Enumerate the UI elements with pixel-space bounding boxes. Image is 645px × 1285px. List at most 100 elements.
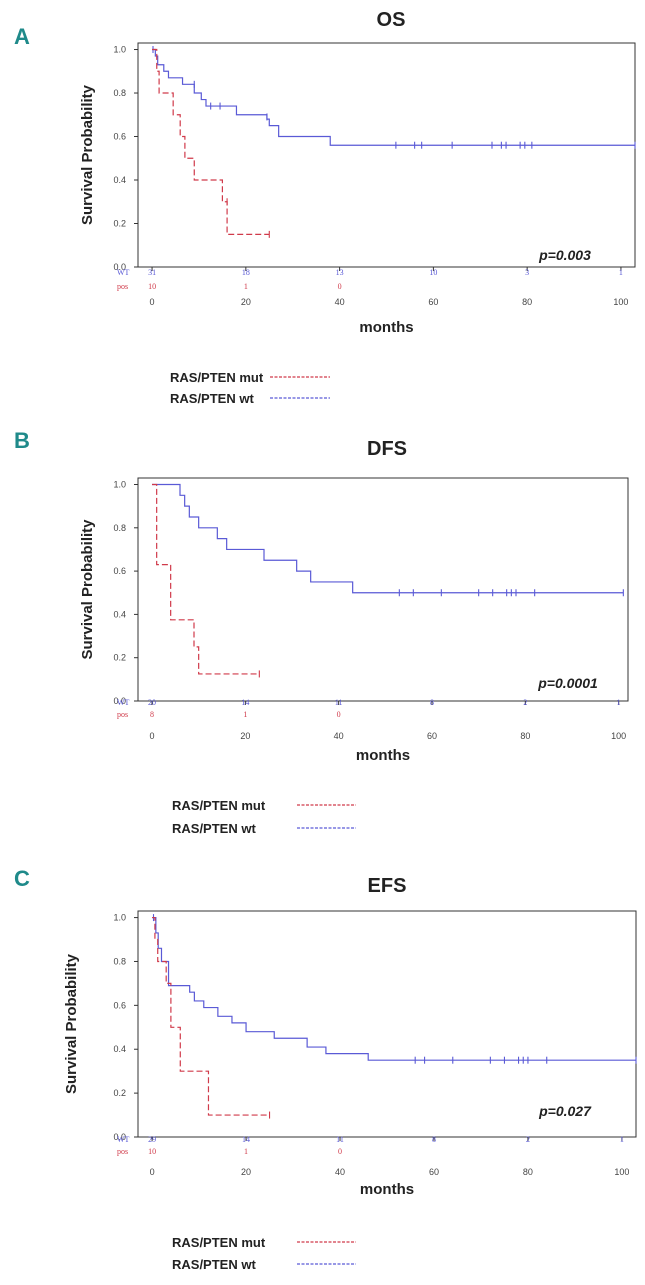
risk-count-wt: 14 — [242, 1135, 250, 1144]
risk-count-wt: 2 — [526, 1135, 530, 1144]
risk-count-wt: 8 — [430, 698, 434, 707]
km-curve-mut — [152, 483, 260, 675]
x-tick-label: 0 — [149, 731, 154, 741]
y-axis-label: Survival Probability — [79, 519, 96, 660]
y-tick-label: 1.0 — [113, 913, 126, 923]
y-tick-label: 0.8 — [113, 523, 126, 533]
p-value: p=0.0001 — [537, 675, 598, 691]
y-tick-label: 0.2 — [113, 653, 126, 663]
km-curve-wt — [152, 483, 624, 594]
y-axis-label: Survival Probability — [63, 953, 80, 1094]
y-tick-label: 0.8 — [113, 956, 126, 966]
x-tick-label: 60 — [427, 731, 437, 741]
y-tick-label: 1.0 — [113, 479, 126, 489]
risk-count-mut: 10 — [148, 282, 156, 291]
x-tick-label: 20 — [241, 297, 251, 307]
risk-row-label-mut: pos — [117, 1147, 128, 1156]
risk-count-wt: 20 — [148, 698, 156, 707]
km-curve-wt — [152, 48, 635, 146]
risk-count-mut: 0 — [338, 282, 342, 291]
plot-frame — [137, 910, 637, 1138]
risk-count-wt: 14 — [241, 698, 249, 707]
risk-count-wt: 18 — [242, 268, 250, 277]
risk-count-mut: 10 — [148, 1147, 156, 1156]
y-axis-label: Survival Probability — [79, 84, 96, 225]
risk-count-wt: 1 — [619, 268, 623, 277]
risk-count-wt: 8 — [432, 1135, 436, 1144]
x-axis-label: months — [360, 1181, 414, 1198]
x-tick-label: 80 — [522, 297, 532, 307]
y-tick-label: 0.0 — [113, 262, 126, 272]
legend-label-wt: RAS/PTEN wt — [170, 391, 254, 406]
x-tick-label: 80 — [520, 731, 530, 741]
risk-count-wt: 31 — [148, 268, 156, 277]
x-axis-label: months — [356, 747, 410, 764]
legend-label-mut: RAS/PTEN mut — [172, 1235, 266, 1250]
risk-row-label-wt: WT — [117, 698, 130, 707]
x-tick-label: 20 — [240, 731, 250, 741]
risk-count-wt: 11 — [336, 1135, 344, 1144]
panel-letter: B — [14, 428, 30, 453]
chart-title: DFS — [367, 438, 407, 460]
x-tick-label: 60 — [429, 1167, 439, 1177]
legend-label-wt: RAS/PTEN wt — [172, 821, 256, 836]
risk-count-wt: 3 — [525, 268, 529, 277]
x-tick-label: 60 — [428, 297, 438, 307]
panel-letter: C — [14, 866, 30, 891]
y-tick-label: 0.2 — [113, 219, 126, 229]
y-tick-label: 0.0 — [113, 1132, 126, 1142]
risk-row-label-wt: WT — [117, 1135, 130, 1144]
x-tick-label: 40 — [334, 731, 344, 741]
risk-count-wt: 2 — [523, 698, 527, 707]
x-tick-label: 40 — [335, 1167, 345, 1177]
p-value: p=0.003 — [538, 247, 591, 263]
risk-count-wt: 11 — [335, 698, 343, 707]
y-tick-label: 0.6 — [113, 1000, 126, 1010]
y-tick-label: 0.4 — [113, 1044, 126, 1054]
x-tick-label: 100 — [611, 731, 626, 741]
risk-count-wt: 10 — [429, 268, 437, 277]
y-tick-label: 0.6 — [113, 566, 126, 576]
risk-count-mut: 0 — [338, 1147, 342, 1156]
y-tick-label: 0.2 — [113, 1088, 126, 1098]
x-tick-label: 100 — [614, 1167, 629, 1177]
x-tick-label: 40 — [335, 297, 345, 307]
x-tick-label: 0 — [150, 1167, 155, 1177]
risk-count-wt: 1 — [620, 1135, 624, 1144]
y-tick-label: 0.8 — [113, 88, 126, 98]
risk-count-mut: 8 — [150, 710, 154, 719]
y-tick-label: 0.6 — [113, 132, 126, 142]
risk-count-mut: 0 — [337, 710, 341, 719]
plot-frame — [137, 42, 636, 268]
risk-row-label-wt: WT — [117, 268, 130, 277]
y-tick-label: 0.4 — [113, 609, 126, 619]
p-value: p=0.027 — [538, 1103, 592, 1119]
risk-count-mut: 1 — [243, 710, 247, 719]
risk-count-mut: 1 — [244, 1147, 248, 1156]
km-curve-wt — [152, 916, 636, 1061]
x-tick-label: 80 — [523, 1167, 533, 1177]
x-tick-label: 0 — [150, 297, 155, 307]
risk-row-label-mut: pos — [117, 282, 128, 291]
y-tick-label: 0.0 — [113, 696, 126, 706]
risk-count-mut: 1 — [244, 282, 248, 291]
risk-row-label-mut: pos — [117, 710, 128, 719]
y-tick-label: 1.0 — [113, 45, 126, 55]
km-curve-mut — [152, 916, 270, 1116]
risk-count-wt: 1 — [617, 698, 621, 707]
km-curve-mut — [152, 48, 270, 235]
x-axis-label: months — [359, 319, 413, 336]
panel-letter: A — [14, 24, 30, 49]
x-tick-label: 100 — [613, 297, 628, 307]
legend-label-mut: RAS/PTEN mut — [172, 798, 266, 813]
risk-count-wt: 29 — [148, 1135, 156, 1144]
y-tick-label: 0.4 — [113, 175, 126, 185]
x-tick-label: 20 — [241, 1167, 251, 1177]
plot-frame — [137, 477, 629, 702]
risk-count-wt: 13 — [336, 268, 344, 277]
